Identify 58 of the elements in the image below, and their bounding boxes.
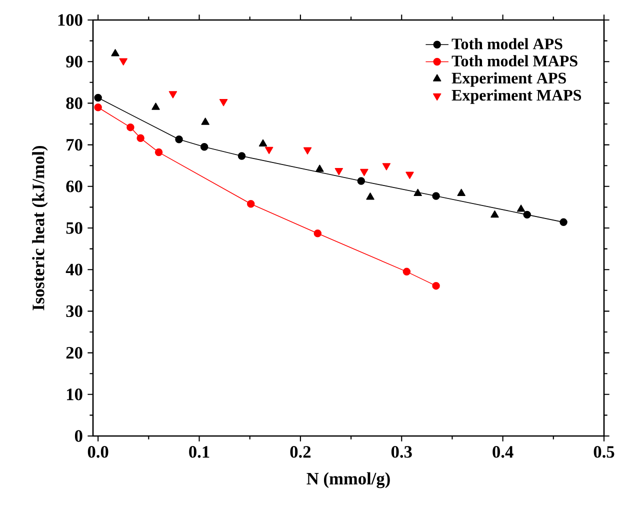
point (360, 168, 368, 176)
point (382, 163, 391, 170)
x-tick-label: 0.4 (492, 446, 514, 458)
point (432, 192, 440, 200)
point (94, 103, 102, 112)
point (201, 118, 210, 125)
point (314, 230, 322, 238)
point (111, 49, 120, 56)
point (168, 91, 178, 98)
point (516, 204, 526, 212)
y-axis-title: Isosteric heat (kJ/mol) (32, 146, 48, 310)
x-axis-title: N (mmol/g) (306, 472, 390, 488)
y-tick-label: 90 (66, 56, 82, 68)
x-tick-label: 0.0 (88, 446, 108, 458)
y-tick-label: 70 (66, 138, 82, 151)
y-tick-label: 0 (74, 430, 82, 442)
point (238, 152, 246, 160)
point (334, 168, 343, 176)
point (264, 146, 274, 154)
legend-label: Experiment MAPS (452, 89, 582, 104)
point (219, 99, 228, 106)
legend-label: Toth model APS (452, 38, 562, 50)
x-tick-label: 0.2 (290, 446, 311, 458)
point (152, 102, 160, 110)
point (523, 210, 531, 219)
y-tick-label: 20 (66, 346, 82, 359)
point (432, 282, 440, 290)
y-tick-label: 50 (66, 222, 82, 234)
point (175, 136, 183, 144)
point (560, 218, 568, 226)
point (200, 143, 208, 151)
y-tick-label: 60 (66, 180, 82, 192)
point (119, 58, 128, 66)
x-tick-label: 0.3 (391, 446, 412, 458)
x-tick-label: 0.5 (594, 446, 614, 458)
point (316, 164, 324, 172)
point (457, 188, 466, 196)
x-tick-label: 0.1 (189, 446, 210, 458)
legend-label: Toth model MAPS (452, 55, 578, 66)
point (258, 139, 268, 146)
point (126, 123, 134, 132)
y-tick-label: 40 (66, 264, 82, 276)
y-tick-label: 10 (67, 388, 82, 400)
point (303, 147, 312, 154)
y-tick-label: 100 (58, 14, 82, 26)
y-tick-label: 30 (66, 305, 82, 318)
point (366, 192, 374, 200)
point (357, 177, 366, 185)
point (406, 172, 414, 180)
legend-label: Experiment APS (452, 72, 566, 87)
point (154, 148, 163, 156)
point (136, 134, 144, 142)
point (94, 94, 102, 102)
point (414, 188, 422, 196)
point (246, 200, 255, 208)
point (402, 268, 411, 276)
point (490, 210, 499, 218)
y-tick-label: 80 (66, 97, 82, 110)
